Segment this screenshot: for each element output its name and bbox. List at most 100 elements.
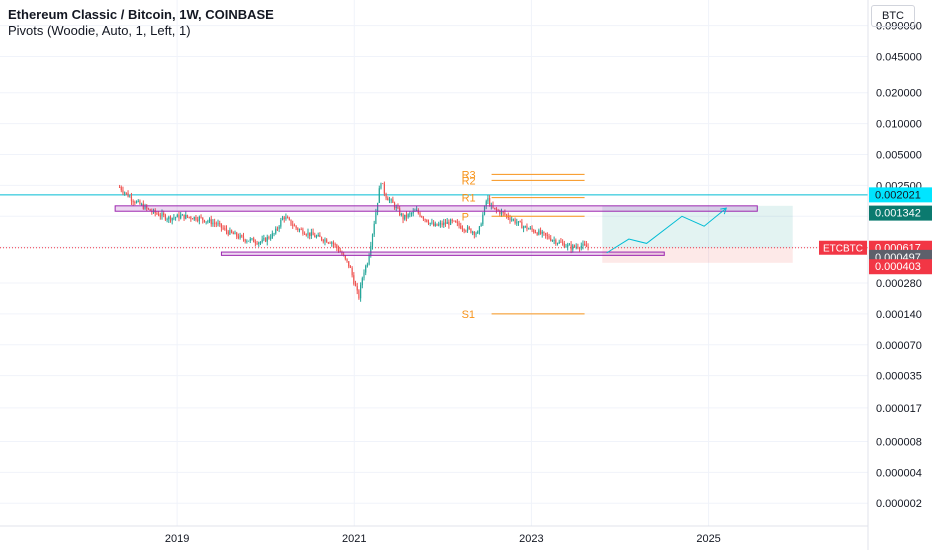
candle-body [326,239,328,243]
candle-body [477,231,479,234]
candle-body [526,225,528,230]
candle-body [427,221,430,224]
candle-body [258,242,260,244]
candle-body [388,199,391,201]
candle-body [159,215,161,217]
candle-body [171,217,173,221]
candle-body [158,213,160,216]
candle-body [380,183,382,189]
candle-body [231,230,233,233]
candle-body [227,231,229,235]
candle-body [497,210,499,211]
candle-body [478,226,481,232]
candle-body [553,240,555,241]
candle-body [419,213,421,217]
candle-body [232,232,234,235]
candle-body [285,217,287,219]
candle-body [539,230,542,234]
candle-body [331,242,333,244]
candle-body [405,214,408,218]
candle-body [281,217,284,221]
candle-body [317,235,319,237]
candle-body [275,228,277,234]
symbol-tag-box [819,240,867,255]
candle-body [438,224,440,226]
candle-body [247,240,250,242]
candle-body [336,244,338,249]
candle-body [237,236,239,239]
candle-body [461,228,464,230]
candle-body [433,222,435,226]
candle-body [358,290,360,299]
candle-body [190,217,192,219]
symbol-tag: ETCBTC [823,244,863,255]
candle-body [505,214,508,216]
candle-body [397,206,399,209]
candle-body [161,213,163,217]
candle-body [193,216,195,220]
candle-body [582,243,584,246]
pivot-label-p: P [462,211,469,223]
candle-body [168,216,170,220]
candle-body [166,219,168,220]
candle-body [290,219,292,225]
currency-button[interactable]: BTC [871,5,915,27]
candle-body [567,244,569,247]
candle-body [351,267,353,276]
candle-body [195,216,197,220]
resistance-zone [114,205,758,212]
candle-body [382,183,384,185]
candle-body [122,190,124,193]
candle-body [214,222,216,224]
x-tick-label: 2023 [519,533,543,545]
candle-body [368,255,370,265]
candle-body [181,214,183,216]
candle-body [502,211,504,213]
candle-body [249,238,251,241]
chart-grid [0,0,868,526]
candle-body [141,204,143,205]
candle-body [329,242,331,244]
y-tick-label: 0.000035 [876,371,922,383]
candle-body [519,221,521,223]
candle-body [556,243,559,245]
candle-body [573,245,576,247]
candle-body [366,264,369,267]
candle-body [448,221,450,225]
y-tick-label: 0.000002 [876,498,922,510]
pivot-label-r2: R2 [462,175,476,187]
candle-body [298,229,301,231]
candle-body [495,208,498,211]
candle-body [463,229,465,231]
candle-body [546,235,548,236]
y-tick-label: 0.000017 [876,403,922,415]
candle-body [575,246,577,248]
candle-body [578,247,581,249]
indicator-legend[interactable]: Pivots (Woodie, Auto, 1, Left, 1) [8,23,191,38]
candle-body [500,211,503,215]
candle-body [185,214,187,219]
projection-arrowhead [720,207,728,215]
candle-body [470,228,472,233]
candle-body [191,218,194,220]
candle-body [297,228,299,231]
candle-body [410,213,413,215]
candle-body [200,216,202,218]
candle-body [487,198,489,202]
candle-body [229,230,231,235]
candle-body [127,192,129,197]
candle-body [361,278,363,286]
candle-body [509,217,511,221]
candle-body [449,219,452,225]
candle-body [244,239,246,242]
price-label-box [869,187,932,203]
candle-body [424,219,426,220]
candle-body [203,220,206,223]
price-label-box [869,205,932,221]
candle-body [132,201,134,203]
candle-body [261,239,263,243]
y-tick-label: 0.000070 [876,340,922,352]
candle-body [458,222,460,226]
candle-body [534,232,537,234]
